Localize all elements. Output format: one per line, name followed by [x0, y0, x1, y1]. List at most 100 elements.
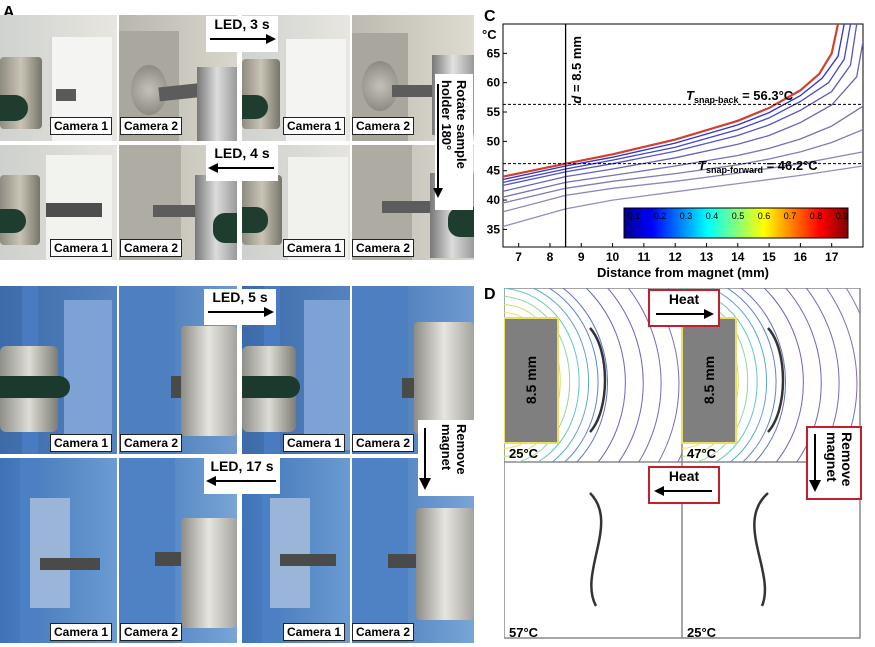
magnet-block-left [504, 317, 559, 444]
colorbar-tick-label: 0.6 [758, 211, 771, 221]
x-axis-label: Distance from magnet (mm) [597, 265, 769, 280]
field-contour-line [726, 288, 777, 462]
camera-2-label: Camera 2 [120, 623, 183, 641]
x-tick-label: 11 [638, 250, 651, 264]
y-tick-label: 55 [487, 105, 501, 119]
x-tick-label: 13 [700, 250, 714, 264]
field-contour-line [504, 295, 571, 462]
field-contour-line [647, 288, 680, 462]
camera-1-label: Camera 1 [50, 117, 113, 135]
x-axis-ticks: 7 8 9 10 11 12 13 14 15 16 17 [515, 243, 839, 264]
remove-label-line1: Remove [454, 424, 469, 475]
y-tick-label: 65 [487, 46, 501, 60]
remove-magnet-step: Remove magnet [806, 426, 862, 500]
heat-label: Heat [668, 468, 700, 484]
colorbar-tick-label: 0.9 [836, 211, 849, 221]
x-tick-label: 9 [578, 250, 585, 264]
magnet-size-label: 8.5 mm [701, 356, 717, 404]
colorbar-tick-label: 0.7 [784, 211, 797, 221]
field-contour-line [763, 288, 804, 462]
series-curve-1 [503, 24, 845, 181]
step-led-3s: LED, 3 s [206, 16, 278, 52]
x-tick-label: 10 [606, 250, 620, 264]
panel-label-d: D [484, 286, 496, 303]
arrow-right-icon [208, 307, 274, 317]
snap-back-label: Tsnap-back = 56.3°C [686, 88, 794, 105]
field-simulation-grid: 8.5 mm 8.5 mm [504, 288, 861, 639]
field-contour-line [585, 288, 626, 462]
remove-label-line2: magnet [439, 424, 454, 471]
series-curve-2 [503, 24, 852, 184]
arrow-right-icon [210, 34, 276, 44]
camera-2-label: Camera 2 [120, 117, 183, 135]
field-contour-line [531, 288, 589, 462]
panel-label-c: C [484, 8, 496, 25]
field-contour-line [606, 288, 644, 462]
photo-b1 [0, 286, 117, 454]
arrow-left-icon [208, 163, 274, 173]
step-label: LED, 17 s [210, 458, 274, 474]
camera-1-label: Camera 1 [283, 239, 346, 257]
step-led-5s: LED, 5 s [204, 289, 276, 325]
heat-step-bottom: Heat [648, 466, 720, 504]
camera-1-label: Camera 1 [283, 623, 346, 641]
step-led-17s: LED, 17 s [204, 458, 280, 494]
y-axis-label: °C [482, 27, 497, 42]
x-tick-label: 17 [825, 250, 839, 264]
temperature-label: 57°C [509, 625, 539, 640]
colorbar-ticks: 0.1 0.2 0.3 0.4 0.5 0.6 0.7 0.8 0.9 [628, 211, 849, 221]
y-axis-ticks: 35 40 45 50 55 60 65 [487, 46, 507, 236]
curve-group [503, 24, 863, 228]
field-contour-line [784, 288, 822, 462]
remove-label-line1: Remove [839, 432, 855, 487]
camera-2-label: Camera 2 [352, 117, 415, 135]
heat-label: Heat [668, 291, 700, 307]
camera-1-label: Camera 1 [283, 117, 346, 135]
arrow-right-icon [656, 309, 714, 319]
series-curve-4 [503, 41, 863, 192]
colorbar-tick-label: 0.1 [628, 211, 641, 221]
rotate-label-line1: Rotate sample [454, 80, 469, 169]
temperature-label: 47°C [687, 446, 717, 461]
magnet-size-label: 8.5 mm [523, 356, 539, 404]
camera-2-label: Camera 2 [120, 434, 183, 452]
field-contour-line [627, 288, 662, 462]
step-remove-magnet: Remove magnet [418, 420, 474, 496]
photo-b2 [119, 286, 237, 454]
y-tick-label: 35 [487, 222, 501, 236]
y-tick-label: 45 [487, 164, 501, 178]
x-tick-label: 16 [794, 250, 808, 264]
reference-lines [503, 24, 863, 247]
arrow-down-icon [809, 434, 821, 492]
x-tick-label: 15 [762, 250, 776, 264]
series-curve-5 [503, 105, 863, 198]
series-curve-6 [503, 128, 863, 204]
arrow-left-icon [206, 476, 276, 486]
x-tick-label: 14 [731, 250, 745, 264]
snap-forward-label: Tsnap-forward = 46.2°C [698, 158, 818, 175]
camera-2-label: Camera 2 [352, 623, 415, 641]
arrow-down-icon [433, 84, 443, 198]
temperature-distance-chart: 7 8 9 10 11 12 13 14 15 16 17 35 40 45 50 55 60 65 °C Di… [482, 23, 864, 280]
rotate-label-line2: holder 180° [439, 80, 454, 151]
heat-step-top: Heat [648, 289, 720, 327]
y-tick-label: 50 [487, 134, 501, 148]
camera-1-label: Camera 1 [50, 623, 113, 641]
field-contour-line [709, 288, 767, 462]
colorbar-tick-label: 0.4 [706, 211, 719, 221]
colorbar-tick-label: 0.8 [810, 211, 823, 221]
beam-snapped-forward [589, 327, 607, 433]
y-tick-label: 60 [487, 76, 501, 90]
colorbar-tick-label: 0.5 [732, 211, 745, 221]
x-tick-label: 7 [515, 250, 522, 264]
field-contour-line [561, 288, 608, 462]
series-curve-3 [503, 24, 858, 187]
step-led-4s: LED, 4 s [206, 145, 278, 181]
arrow-down-icon [419, 428, 431, 490]
arrow-left-icon [654, 486, 712, 496]
colorbar-tick-label: 0.3 [680, 211, 693, 221]
camera-2-label: Camera 2 [352, 239, 415, 257]
camera-1-label: Camera 1 [50, 239, 113, 257]
beam-snapped-back [753, 492, 769, 607]
step-label: LED, 3 s [214, 16, 270, 32]
